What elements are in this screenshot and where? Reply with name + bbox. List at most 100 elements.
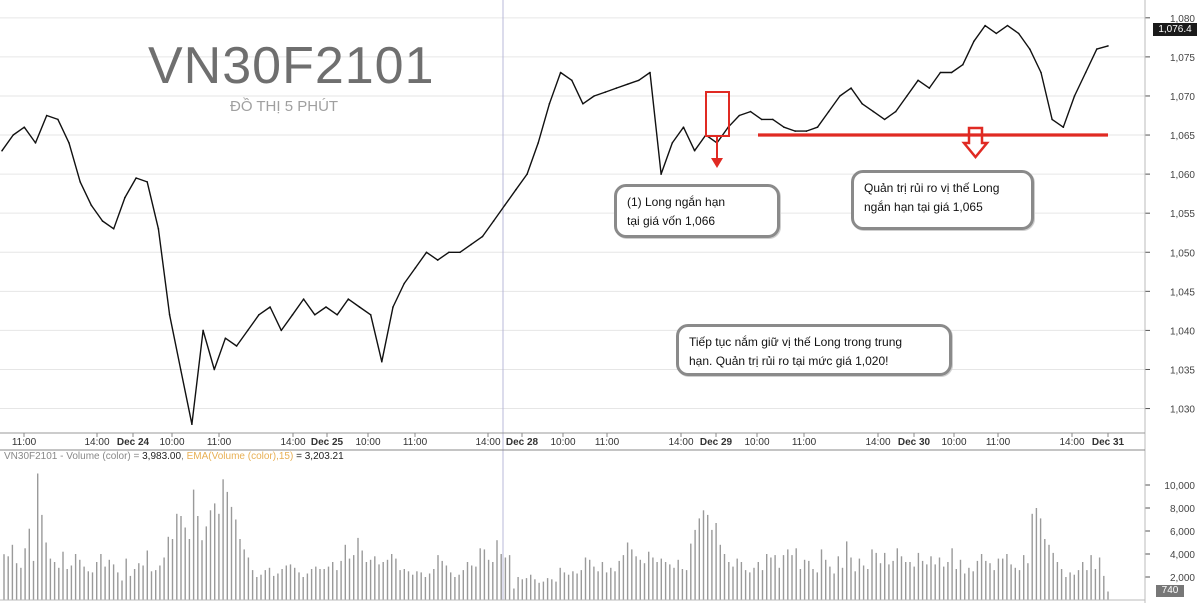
price-point [414, 267, 417, 269]
price-point [984, 24, 986, 27]
price-point [883, 118, 886, 121]
volume-tick-label: 6,000 [1170, 527, 1195, 538]
callout-entry-line-2: tại giá vốn 1,066 [627, 213, 716, 228]
price-point [403, 282, 406, 285]
time-tick-label: Dec 28 [506, 437, 539, 448]
price-point [515, 188, 517, 191]
price-point [559, 71, 562, 74]
price-tick-label: 1,075 [1170, 53, 1195, 64]
price-point [626, 83, 629, 85]
price-point [492, 220, 495, 222]
price-point [649, 71, 651, 74]
time-tick-label: 10:00 [744, 437, 769, 448]
price-point [179, 368, 182, 371]
price-point [101, 220, 104, 222]
price-point [12, 134, 14, 136]
price-point [34, 142, 37, 144]
price-point [168, 314, 171, 316]
time-tick-label: 10:00 [355, 437, 380, 448]
callout-risk: Quản trị rủi ro vị thế Long ngắn hạn tại… [851, 170, 1034, 230]
time-tick-label: 11:00 [792, 437, 817, 448]
price-point [358, 306, 361, 308]
time-tick-label: 14:00 [84, 437, 109, 448]
hollow-arrow-down-icon [961, 126, 990, 159]
price-point [191, 423, 193, 426]
price-point [213, 368, 216, 371]
price-point [671, 142, 674, 144]
price-point [682, 126, 685, 128]
volume-legend: VN30F2101 - Volume (color) = 3,983.00, E… [4, 451, 344, 462]
price-point [593, 95, 595, 97]
price-point [112, 228, 115, 230]
price-point [1096, 48, 1098, 50]
price-point [202, 329, 204, 332]
time-tick-label: 14:00 [280, 437, 305, 448]
last-volume-marker: 740 [1156, 585, 1184, 597]
price-point [503, 204, 506, 207]
price-point [425, 251, 428, 254]
price-point [638, 79, 640, 82]
callout-hold-line-1: Tiếp tục nắm giữ vị thế Long trong trung [689, 335, 903, 349]
volume-bars [3, 473, 1109, 600]
time-tick-label: Dec 31 [1092, 437, 1125, 448]
price-point [247, 329, 249, 332]
time-tick-label: 10:00 [941, 437, 966, 448]
price-points [1, 24, 1109, 426]
price-point [1051, 118, 1053, 121]
price-point [448, 251, 450, 254]
price-point [738, 114, 741, 117]
price-point [839, 95, 841, 97]
price-point [302, 298, 305, 300]
price-tick-label: 1,060 [1170, 170, 1195, 181]
price-point [124, 196, 126, 199]
last-price-marker: 1,076.4 [1153, 23, 1197, 36]
price-point [224, 337, 227, 340]
price-y-axis: 1,030 1,035 1,040 1,045 1,050 1,055 1,060 1,065… [1144, 0, 1195, 450]
price-point [772, 118, 774, 121]
volume-legend-label: VN30F2101 - Volume (color) = [4, 451, 143, 462]
price-point [861, 103, 863, 105]
time-tick-label: 11:00 [207, 437, 232, 448]
price-tick-label: 1,040 [1170, 326, 1195, 337]
time-tick-label: 14:00 [1059, 437, 1084, 448]
price-point [23, 126, 26, 128]
price-point [872, 110, 875, 113]
price-point [693, 149, 696, 152]
price-point [481, 235, 484, 238]
time-tick-label: 10:00 [550, 437, 575, 448]
volume-tick-label: 10,000 [1164, 481, 1195, 492]
price-point [68, 142, 70, 144]
time-tick-label: Dec 30 [898, 437, 931, 448]
time-tick-label: 11:00 [403, 437, 428, 448]
price-point [950, 71, 953, 74]
price-point [45, 114, 48, 117]
price-point [381, 360, 383, 363]
callout-hold-line-2: hạn. Quản trị rủi ro tại mức giá 1,020! [689, 353, 889, 368]
price-point [805, 130, 808, 132]
volume-legend-value: 3,983.00 [142, 451, 182, 462]
price-line [1, 24, 1109, 425]
price-point [1062, 126, 1065, 128]
price-point [336, 314, 339, 316]
price-point [850, 87, 852, 89]
price-point [749, 110, 752, 113]
ema-legend-label: EMA(Volume (color),15) [186, 451, 294, 462]
price-point [470, 243, 473, 246]
price-point [1084, 71, 1087, 74]
price-point [436, 259, 439, 261]
callout-hold: Tiếp tục nắm giữ vị thế Long trong trung… [676, 324, 952, 376]
time-tick-label: 11:00 [595, 437, 620, 448]
price-point [794, 130, 796, 132]
price-point [291, 314, 294, 316]
time-tick-label: 11:00 [986, 437, 1011, 448]
time-tick-label: 14:00 [668, 437, 693, 448]
callout-entry: (1) Long ngắn hạn tại giá vốn 1,066 [614, 184, 780, 238]
price-point [280, 329, 283, 332]
price-point [582, 103, 584, 105]
volume-tick-label: 2,000 [1170, 573, 1195, 584]
price-point [894, 110, 897, 113]
price-point [928, 87, 931, 89]
price-point [347, 298, 350, 300]
price-tick-label: 1,050 [1170, 248, 1195, 259]
